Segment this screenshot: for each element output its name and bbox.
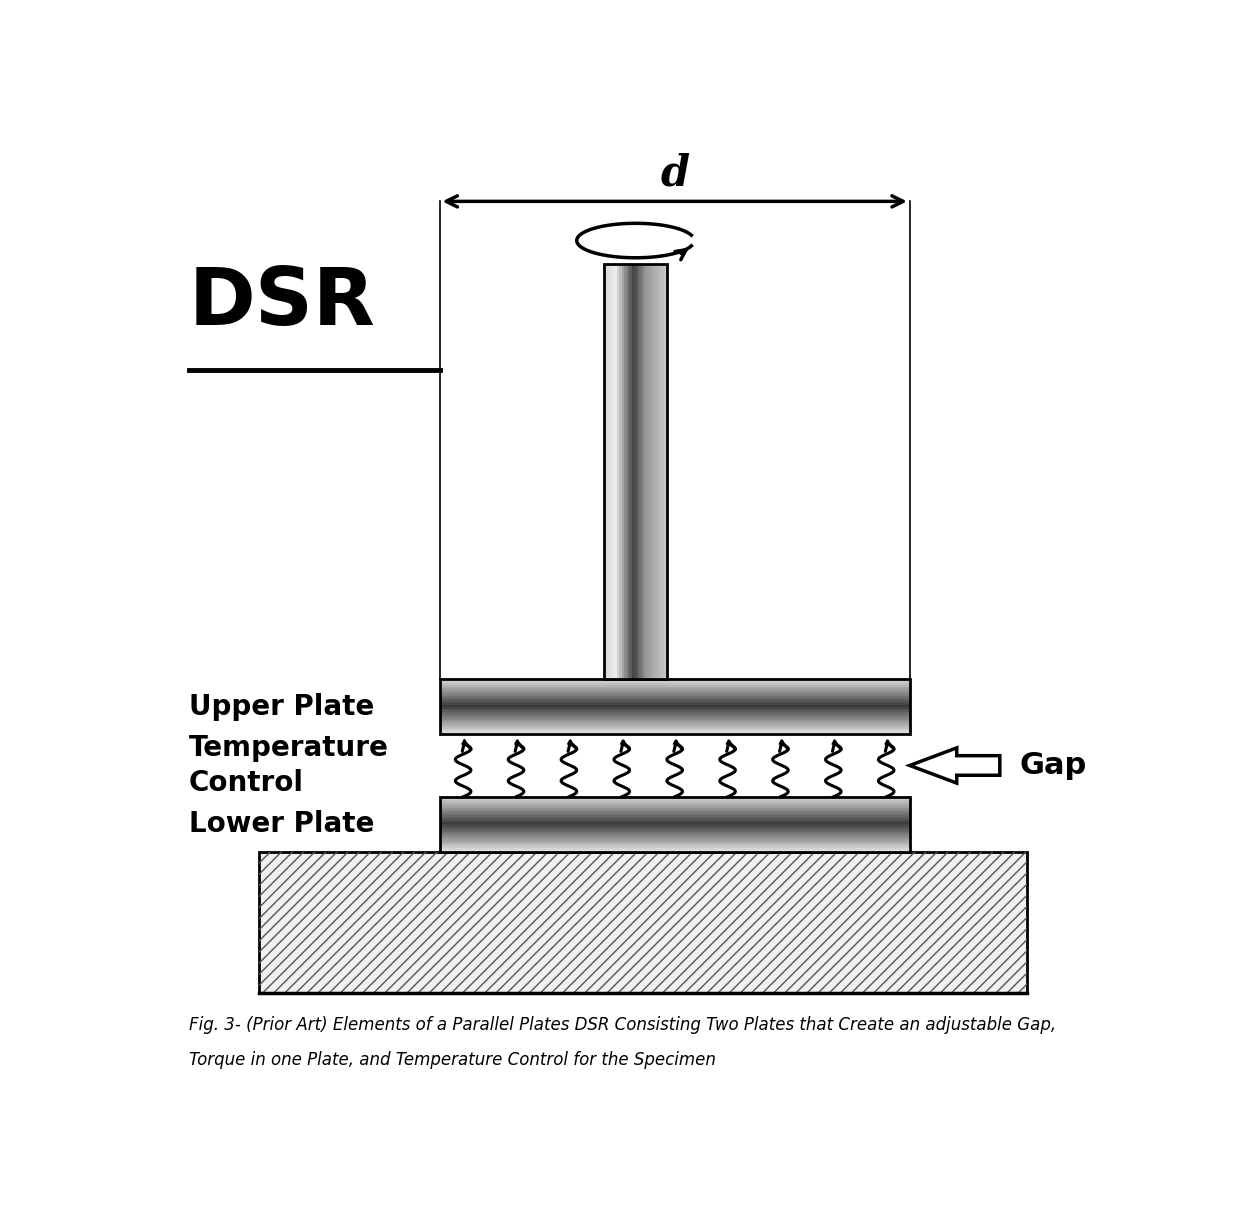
Bar: [440, 829, 910, 832]
Bar: [440, 701, 910, 703]
Text: Upper Plate: Upper Plate: [188, 692, 374, 720]
Bar: [440, 691, 910, 694]
Bar: [440, 796, 910, 799]
Text: Temperature
Control: Temperature Control: [188, 734, 389, 797]
Bar: [440, 838, 910, 841]
Bar: [440, 805, 910, 808]
Bar: [440, 827, 910, 830]
Text: Torque in one Plate, and Temperature Control for the Specimen: Torque in one Plate, and Temperature Con…: [188, 1051, 715, 1070]
Bar: [614, 264, 618, 679]
Bar: [440, 694, 910, 696]
Bar: [440, 717, 910, 719]
Bar: [634, 264, 637, 679]
Bar: [642, 264, 645, 679]
Bar: [440, 845, 910, 849]
Bar: [609, 264, 613, 679]
Bar: [440, 797, 910, 801]
Bar: [440, 823, 910, 827]
Bar: [440, 811, 910, 813]
Bar: [616, 264, 620, 679]
Bar: [657, 264, 660, 679]
Bar: [624, 264, 627, 679]
Bar: [604, 264, 608, 679]
Bar: [259, 852, 1027, 993]
Bar: [440, 836, 910, 839]
Bar: [440, 801, 910, 805]
Bar: [440, 724, 910, 726]
Bar: [606, 264, 610, 679]
Bar: [662, 264, 665, 679]
Bar: [440, 705, 910, 707]
Bar: [440, 683, 910, 685]
Bar: [637, 264, 640, 679]
Bar: [440, 816, 910, 819]
Bar: [440, 841, 910, 845]
Bar: [259, 852, 1027, 993]
Bar: [621, 264, 625, 679]
Bar: [440, 702, 910, 705]
Polygon shape: [910, 747, 999, 783]
Bar: [440, 844, 910, 846]
Bar: [440, 797, 910, 852]
Bar: [440, 697, 910, 700]
Bar: [611, 264, 615, 679]
Bar: [629, 264, 632, 679]
Bar: [440, 730, 910, 733]
Text: d: d: [660, 153, 689, 195]
Bar: [440, 712, 910, 714]
Bar: [440, 840, 910, 842]
Bar: [440, 690, 910, 692]
Bar: [604, 264, 667, 679]
Text: DSR: DSR: [188, 264, 376, 342]
Bar: [440, 830, 910, 834]
Bar: [665, 264, 667, 679]
Bar: [440, 719, 910, 722]
Bar: [440, 803, 910, 806]
Bar: [440, 709, 910, 712]
Bar: [440, 847, 910, 850]
Bar: [440, 720, 910, 723]
Bar: [440, 684, 910, 686]
Bar: [440, 731, 910, 734]
Text: Fig. 3- (Prior Art) Elements of a Parallel Plates DSR Consisting Two Plates that: Fig. 3- (Prior Art) Elements of a Parall…: [188, 1016, 1056, 1034]
Bar: [440, 818, 910, 821]
Bar: [440, 812, 910, 816]
Bar: [440, 726, 910, 729]
Bar: [619, 264, 622, 679]
Bar: [440, 814, 910, 817]
Bar: [440, 680, 910, 683]
Bar: [440, 716, 910, 718]
Bar: [655, 264, 657, 679]
Bar: [660, 264, 662, 679]
Bar: [440, 679, 910, 734]
Bar: [440, 808, 910, 812]
Bar: [440, 834, 910, 838]
Bar: [440, 708, 910, 711]
Bar: [652, 264, 655, 679]
Bar: [440, 822, 910, 824]
Text: Gap: Gap: [1019, 751, 1086, 780]
Bar: [440, 698, 910, 701]
Bar: [440, 819, 910, 823]
Text: Lower Plate: Lower Plate: [188, 811, 374, 839]
Bar: [440, 687, 910, 690]
Bar: [440, 706, 910, 708]
Bar: [440, 686, 910, 689]
Bar: [440, 723, 910, 725]
Bar: [440, 849, 910, 852]
Bar: [440, 695, 910, 697]
Bar: [440, 833, 910, 835]
Bar: [650, 264, 652, 679]
Bar: [440, 728, 910, 730]
Bar: [440, 713, 910, 716]
Bar: [440, 800, 910, 802]
Bar: [440, 807, 910, 810]
Bar: [440, 679, 910, 681]
Bar: [626, 264, 630, 679]
Bar: [647, 264, 650, 679]
Bar: [631, 264, 635, 679]
Bar: [645, 264, 647, 679]
Bar: [640, 264, 642, 679]
Bar: [440, 825, 910, 828]
